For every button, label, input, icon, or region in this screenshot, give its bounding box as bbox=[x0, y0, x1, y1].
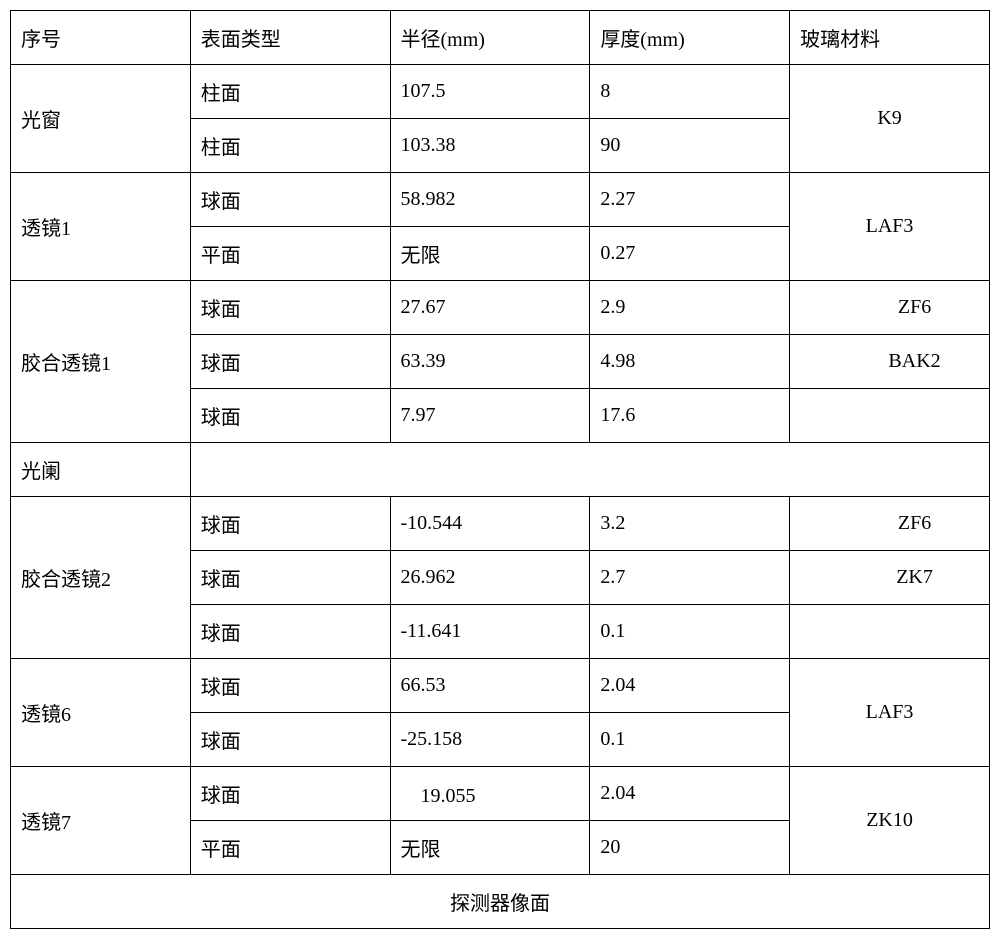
group-name: 胶合透镜2 bbox=[11, 497, 191, 659]
thickness-cell: 2.7 bbox=[590, 551, 790, 605]
radius-cell: 103.38 bbox=[390, 119, 590, 173]
radius-cell: 63.39 bbox=[390, 335, 590, 389]
radius-cell: 19.055 bbox=[390, 767, 590, 821]
group-name: 透镜6 bbox=[11, 659, 191, 767]
aperture-row: 光阑 bbox=[11, 443, 990, 497]
aperture-label: 光阑 bbox=[11, 443, 191, 497]
radius-cell: 无限 bbox=[390, 227, 590, 281]
header-radius: 半径(mm) bbox=[390, 11, 590, 65]
thickness-cell: 17.6 bbox=[590, 389, 790, 443]
radius-cell: -10.544 bbox=[390, 497, 590, 551]
radius-cell: -11.641 bbox=[390, 605, 590, 659]
group-name: 光窗 bbox=[11, 65, 191, 173]
table-row: 透镜7 球面 19.055 2.04 ZK10 bbox=[11, 767, 990, 821]
material-cell: K9 bbox=[790, 65, 990, 173]
surface-type-cell: 球面 bbox=[190, 389, 390, 443]
surface-type-cell: 球面 bbox=[190, 605, 390, 659]
thickness-cell: 2.27 bbox=[590, 173, 790, 227]
surface-type-cell: 球面 bbox=[190, 281, 390, 335]
material-cell: ZF6 bbox=[790, 281, 990, 335]
group-name: 透镜1 bbox=[11, 173, 191, 281]
thickness-cell: 0.1 bbox=[590, 713, 790, 767]
header-thickness: 厚度(mm) bbox=[590, 11, 790, 65]
thickness-cell: 0.27 bbox=[590, 227, 790, 281]
header-material: 玻璃材料 bbox=[790, 11, 990, 65]
thickness-cell: 20 bbox=[590, 821, 790, 875]
radius-cell: 26.962 bbox=[390, 551, 590, 605]
surface-type-cell: 平面 bbox=[190, 227, 390, 281]
radius-cell: -25.158 bbox=[390, 713, 590, 767]
surface-type-cell: 球面 bbox=[190, 173, 390, 227]
material-cell bbox=[790, 605, 990, 659]
thickness-cell: 2.04 bbox=[590, 767, 790, 821]
surface-type-cell: 球面 bbox=[190, 767, 390, 821]
surface-type-cell: 球面 bbox=[190, 551, 390, 605]
material-cell: ZK10 bbox=[790, 767, 990, 875]
table-header-row: 序号 表面类型 半径(mm) 厚度(mm) 玻璃材料 bbox=[11, 11, 990, 65]
header-surface-type: 表面类型 bbox=[190, 11, 390, 65]
footer-row: 探测器像面 bbox=[11, 875, 990, 929]
material-cell: BAK2 bbox=[790, 335, 990, 389]
table-row: 胶合透镜1 球面 27.67 2.9 ZF6 bbox=[11, 281, 990, 335]
thickness-cell: 2.9 bbox=[590, 281, 790, 335]
header-seq: 序号 bbox=[11, 11, 191, 65]
thickness-cell: 0.1 bbox=[590, 605, 790, 659]
group-name: 胶合透镜1 bbox=[11, 281, 191, 443]
material-cell: ZK7 bbox=[790, 551, 990, 605]
thickness-cell: 8 bbox=[590, 65, 790, 119]
radius-cell: 66.53 bbox=[390, 659, 590, 713]
radius-cell: 58.982 bbox=[390, 173, 590, 227]
surface-type-cell: 柱面 bbox=[190, 119, 390, 173]
table-row: 透镜6 球面 66.53 2.04 LAF3 bbox=[11, 659, 990, 713]
thickness-cell: 90 bbox=[590, 119, 790, 173]
material-cell: LAF3 bbox=[790, 173, 990, 281]
material-cell: ZF6 bbox=[790, 497, 990, 551]
surface-type-cell: 球面 bbox=[190, 335, 390, 389]
surface-type-cell: 球面 bbox=[190, 659, 390, 713]
surface-type-cell: 球面 bbox=[190, 713, 390, 767]
table-row: 光窗 柱面 107.5 8 K9 bbox=[11, 65, 990, 119]
aperture-empty bbox=[190, 443, 989, 497]
material-cell: LAF3 bbox=[790, 659, 990, 767]
surface-type-cell: 柱面 bbox=[190, 65, 390, 119]
surface-type-cell: 平面 bbox=[190, 821, 390, 875]
material-cell bbox=[790, 389, 990, 443]
table-row: 透镜1 球面 58.982 2.27 LAF3 bbox=[11, 173, 990, 227]
radius-cell: 27.67 bbox=[390, 281, 590, 335]
thickness-cell: 2.04 bbox=[590, 659, 790, 713]
thickness-cell: 3.2 bbox=[590, 497, 790, 551]
radius-cell: 7.97 bbox=[390, 389, 590, 443]
thickness-cell: 4.98 bbox=[590, 335, 790, 389]
radius-cell: 无限 bbox=[390, 821, 590, 875]
table-row: 胶合透镜2 球面 -10.544 3.2 ZF6 bbox=[11, 497, 990, 551]
optical-lens-table: 序号 表面类型 半径(mm) 厚度(mm) 玻璃材料 光窗 柱面 107.5 8… bbox=[10, 10, 990, 929]
group-name: 透镜7 bbox=[11, 767, 191, 875]
footer-cell: 探测器像面 bbox=[11, 875, 990, 929]
radius-cell: 107.5 bbox=[390, 65, 590, 119]
surface-type-cell: 球面 bbox=[190, 497, 390, 551]
